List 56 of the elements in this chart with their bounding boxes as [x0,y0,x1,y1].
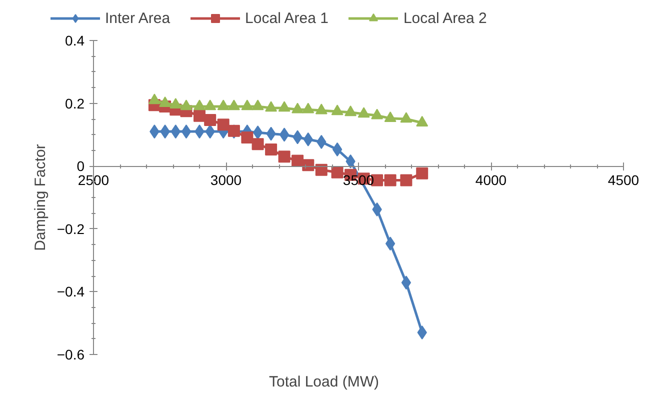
legend-label: Local Area 1 [245,10,328,26]
point [400,174,412,186]
point [252,138,264,150]
point [400,112,412,123]
point [194,100,206,110]
point [265,143,278,156]
x-tick-label: 2500 [78,172,110,188]
point [170,98,182,109]
point [416,167,428,180]
point [302,102,314,114]
point [228,100,240,110]
point [278,101,290,112]
point [265,101,278,112]
point [401,276,412,290]
point [241,132,254,144]
point [181,124,192,139]
y-tick-label: −0.4 [56,284,85,300]
point [331,104,344,116]
legend-label: Local Area 2 [403,10,487,26]
y-tick-label: −0.6 [56,346,85,362]
x-tick-label: 3000 [210,172,242,188]
y-tick-label: 0 [76,158,85,174]
point [148,94,160,104]
point [217,100,230,110]
point [385,236,396,251]
point [278,150,290,163]
point [358,107,370,118]
y-tick-label: −0.2 [56,220,85,237]
point [204,114,216,126]
y-tick-label: 0.4 [65,32,85,48]
point [292,102,304,114]
point [180,100,192,110]
point [252,126,263,140]
point [371,108,384,120]
point [302,159,314,172]
point [384,174,396,186]
point [344,106,357,116]
point [332,142,342,156]
point [194,110,206,122]
legend-label: Inter Area [105,10,170,26]
point [252,100,264,110]
point [331,166,344,178]
point [416,116,428,126]
x-tick-label: 4000 [475,172,507,188]
point [159,96,172,107]
point [241,100,254,110]
x-axis-title: Total Load (MW) [268,374,380,390]
x-tick-label: 4500 [608,172,640,188]
y-axis-title: Damping Factor [32,144,49,251]
y-tick-label: 0.2 [65,95,85,112]
point [279,128,290,142]
point [204,100,216,110]
point [217,118,230,131]
point [315,164,328,176]
point [315,104,328,114]
point [384,112,396,122]
